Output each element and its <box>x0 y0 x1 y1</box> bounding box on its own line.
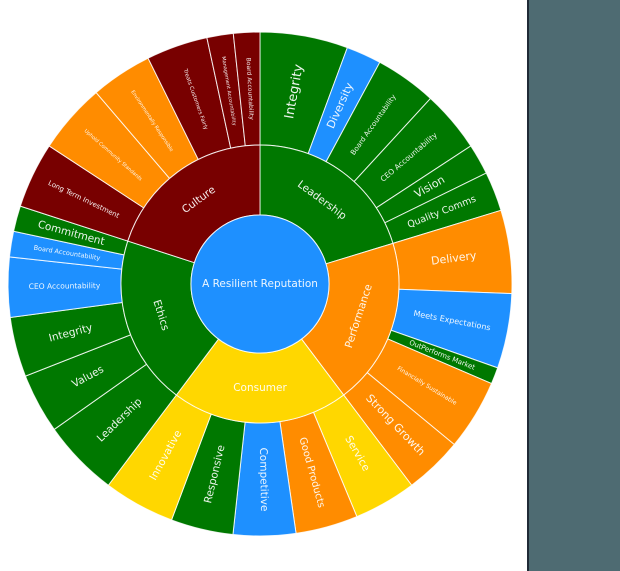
leaf-label-competitive: Competitive <box>257 447 270 511</box>
center-circle[interactable] <box>190 214 330 354</box>
sunburst-chart-area: Integrity Diversity Board Accountability CE… <box>7 31 513 537</box>
side-panel <box>527 0 620 571</box>
category-label-consumer: Consumer <box>233 382 287 394</box>
center-label: A Resilient Reputation <box>202 278 318 290</box>
category-ring: LeadershipPerformanceConsumerEthicsCultu… <box>120 144 400 424</box>
leaf-label-board-accountability: Board Accountability <box>244 58 254 121</box>
leaf-label-ceo-accountability: CEO Accountability <box>29 281 101 291</box>
center-node[interactable]: A Resilient Reputation <box>190 214 330 354</box>
leaf-label-delivery: Delivery <box>430 249 477 268</box>
